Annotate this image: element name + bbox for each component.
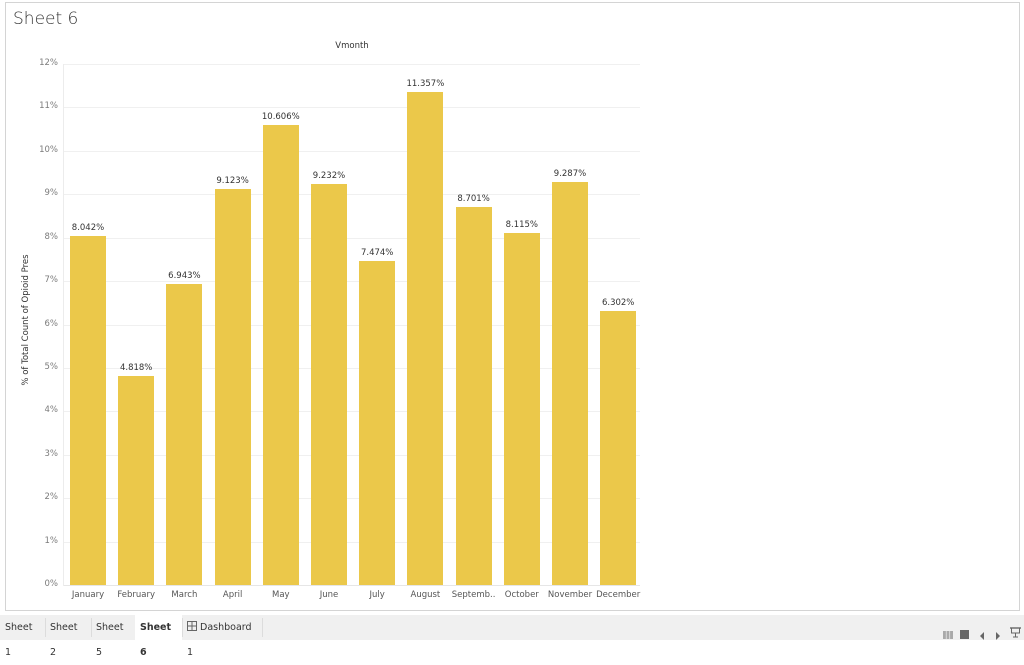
y-tick-label: 5%	[44, 361, 59, 372]
bar-value-label: 6.302%	[601, 298, 635, 309]
x-tick-label[interactable]: June	[319, 590, 339, 600]
y-axis-title: % of Total Count of Opioid Pres	[21, 254, 31, 386]
x-tick-label[interactable]: May	[272, 590, 290, 600]
x-tick-label[interactable]: Septemb..	[451, 590, 496, 600]
y-tick-label: 8%	[44, 231, 59, 242]
tab-separator	[182, 618, 183, 637]
tab-label: Sheet 1	[5, 622, 33, 658]
gridline	[64, 454, 640, 456]
y-axis-line	[63, 64, 64, 586]
y-tick-label: 12%	[39, 58, 58, 68]
bar-november[interactable]	[552, 181, 588, 585]
x-tick-label[interactable]: July	[369, 590, 385, 600]
bar-value-label: 4.818%	[119, 362, 153, 373]
filmstrip-view-icon[interactable]	[943, 624, 953, 643]
gridline	[64, 324, 640, 326]
bar-march[interactable]	[166, 283, 203, 585]
prev-arrow-icon[interactable]	[979, 625, 985, 644]
sheet-title: Sheet 6	[13, 9, 79, 29]
y-tick-label: 1%	[44, 535, 59, 546]
x-tick-label[interactable]: January	[71, 590, 105, 600]
gridline	[64, 64, 640, 65]
tab-sheet-6[interactable]: Sheet 6	[135, 615, 182, 658]
tab-label: Sheet 6	[140, 622, 172, 658]
x-tick-label[interactable]: August	[410, 590, 441, 600]
presentation-mode-icon[interactable]	[1010, 623, 1021, 642]
bar-value-label: 6.943%	[168, 270, 201, 281]
y-tick-label: 3%	[44, 448, 59, 459]
bar-value-label: 8.042%	[71, 222, 105, 233]
tab-separator	[45, 618, 46, 637]
bar-august[interactable]	[407, 91, 444, 585]
bar-june[interactable]	[311, 184, 347, 585]
bar-value-label: 9.123%	[216, 175, 249, 186]
y-tick-label: 9%	[44, 188, 59, 199]
bar-february[interactable]	[118, 375, 155, 585]
y-tick-label: 6%	[44, 318, 59, 329]
bar-value-label: 9.232%	[312, 171, 346, 182]
x-tick-label[interactable]: October	[504, 590, 539, 600]
bar-september[interactable]	[455, 207, 492, 585]
tab-sheet-2[interactable]: Sheet 2	[45, 615, 91, 658]
gridline	[64, 541, 640, 543]
bar-december[interactable]	[600, 311, 637, 585]
bar-july[interactable]	[359, 260, 396, 585]
bar-value-label: 8.701%	[457, 194, 490, 205]
bar-january[interactable]	[70, 235, 106, 585]
x-axis-line	[64, 585, 640, 586]
gridline	[64, 498, 640, 500]
bar-value-label: 8.115%	[505, 219, 538, 230]
tab-separator	[91, 618, 92, 637]
tab-sheet-5[interactable]: Sheet 5	[91, 615, 135, 658]
gridline	[64, 150, 640, 152]
x-tick-label[interactable]: February	[117, 590, 156, 600]
x-tick-label[interactable]: March	[171, 590, 198, 600]
bar-may[interactable]	[262, 124, 299, 585]
tab-sheet-1[interactable]: Sheet 1	[0, 615, 45, 658]
tab-label: Sheet 2	[50, 622, 78, 658]
y-tick-label: 4%	[44, 405, 59, 416]
y-tick-label: 10%	[39, 144, 58, 155]
bar-october[interactable]	[503, 232, 540, 585]
tab-separator	[262, 618, 263, 637]
x-tick-label[interactable]: December	[596, 590, 641, 600]
tab-view-icon[interactable]	[960, 624, 969, 643]
gridline	[64, 281, 640, 283]
x-tick-label[interactable]: April	[222, 590, 243, 600]
gridline	[64, 107, 640, 109]
bar-value-label: 7.474%	[360, 247, 394, 258]
y-tick-label: 7%	[44, 275, 59, 286]
gridline	[64, 411, 640, 413]
bar-value-label: 9.287%	[553, 168, 587, 179]
tab-dashboard-1[interactable]: Dashboard 1	[182, 615, 262, 658]
x-tick-label[interactable]: November	[547, 590, 593, 600]
next-arrow-icon[interactable]	[995, 625, 1001, 644]
y-tick-label: 0%	[44, 579, 59, 589]
dashboard-grid-icon	[187, 621, 200, 633]
bar-value-label: 11.357%	[406, 78, 445, 89]
bar-april[interactable]	[214, 188, 251, 585]
gridline	[64, 237, 640, 239]
y-tick-label: 2%	[44, 492, 59, 503]
tab-label: Sheet 5	[96, 622, 124, 658]
bar-value-label: 10.606%	[261, 111, 300, 122]
column-header: Vmonth	[335, 41, 369, 51]
gridline	[64, 367, 640, 369]
gridline	[64, 194, 640, 196]
y-tick-label: 11%	[39, 101, 58, 112]
